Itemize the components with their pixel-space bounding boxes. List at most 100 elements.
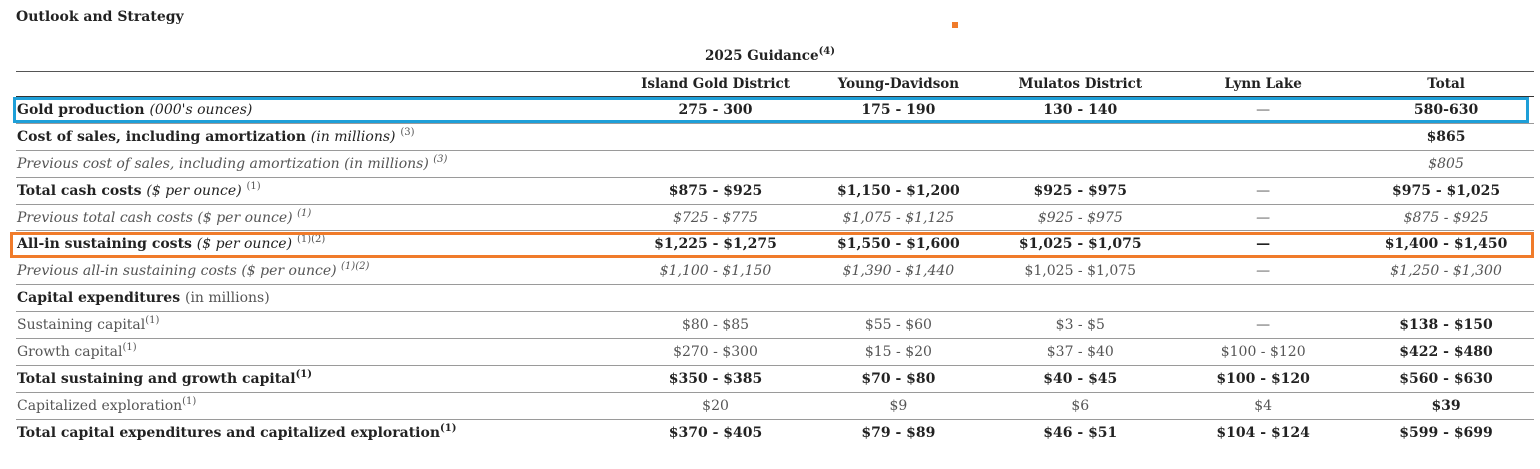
row-label: Capital expenditures (in millions): [16, 290, 627, 306]
row-unit: ($ per ounce): [196, 236, 293, 253]
row-unit: (000's ounces): [149, 101, 253, 118]
cell: $39: [1431, 397, 1461, 414]
row-label: Growth capital(1): [16, 341, 627, 360]
cell: $1,225 - $1,275: [654, 236, 777, 253]
table-row-gold-production: Gold production (000's ounces) 275 - 300…: [16, 97, 1534, 124]
table-row-total-capex: Total capital expenditures and capitaliz…: [16, 420, 1534, 447]
row-note: (1): [297, 207, 312, 219]
row-note: (1)(2): [341, 261, 370, 273]
row-note: (1): [295, 368, 312, 380]
row-label-text: Capitalized exploration: [17, 397, 183, 414]
row-note: (1)(2): [296, 234, 326, 246]
row-unit: (in millions): [184, 290, 270, 307]
table-row-capex-heading: Capital expenditures (in millions): [16, 285, 1534, 313]
col-header-young-davidson: Young-Davidson: [837, 76, 960, 92]
cell: 130 - 140: [1043, 101, 1118, 118]
cell: $925 - $975: [1033, 182, 1128, 199]
cell: $80 - $85: [681, 317, 750, 334]
cell: —: [1256, 236, 1271, 253]
cell: $100 - $120: [1216, 370, 1310, 387]
cell: $1,025 - $1,075: [1024, 263, 1137, 280]
table-row-prev-total-cash-costs: Previous total cash costs ($ per ounce) …: [16, 205, 1534, 232]
table-row-total-sustaining-growth: Total sustaining and growth capital(1) $…: [16, 366, 1534, 393]
table-row-prev-aisc: Previous all-in sustaining costs ($ per …: [16, 258, 1534, 286]
cell: $46 - $51: [1043, 425, 1118, 442]
cell: $875 - $925: [668, 182, 763, 199]
row-label-text: Gold production: [17, 101, 145, 118]
table-row-total-cash-costs: Total cash costs ($ per ounce) (1) $875 …: [16, 178, 1534, 205]
cell: $70 - $80: [861, 370, 936, 387]
cell: $40 - $45: [1043, 370, 1118, 387]
row-label: Previous cost of sales, including amorti…: [16, 153, 627, 172]
cell: 275 - 300: [678, 101, 753, 118]
cell: $1,550 - $1,600: [837, 236, 960, 253]
col-header-total: Total: [1427, 76, 1465, 92]
row-note: (1): [122, 341, 137, 353]
row-note: (1): [182, 395, 197, 407]
row-label-text: Sustaining capital: [17, 317, 146, 334]
cell: $100 - $120: [1220, 343, 1306, 360]
cell: —: [1256, 209, 1271, 226]
cell: $925 - $975: [1037, 209, 1123, 226]
row-note: (3): [400, 126, 415, 138]
row-note: (1): [440, 423, 457, 435]
guidance-heading: 2025 Guidance(4): [620, 46, 920, 65]
row-label-text: Total cash costs: [17, 182, 142, 199]
cell: $350 - $385: [668, 370, 763, 387]
cell: —: [1256, 182, 1271, 199]
cell: $875 - $925: [1403, 209, 1489, 226]
row-label: Sustaining capital(1): [16, 315, 627, 334]
cell: $560 - $630: [1399, 370, 1493, 387]
table-header-row: Island Gold District Young-Davidson Mula…: [16, 72, 1534, 97]
cell: $1,075 - $1,125: [842, 209, 955, 226]
cell: $6: [1071, 397, 1090, 414]
col-header-mulatos: Mulatos District: [1018, 76, 1143, 92]
cell: $1,150 - $1,200: [837, 182, 960, 199]
cell: 580-630: [1413, 101, 1479, 118]
cell: —: [1256, 317, 1271, 334]
row-label-text: Previous cost of sales, including amorti…: [17, 155, 429, 172]
header-rule: [16, 71, 1534, 72]
cell: $725 - $775: [673, 209, 758, 226]
cell: 175 - 190: [861, 101, 936, 118]
cell: $805: [1428, 155, 1464, 172]
row-label: Previous all-in sustaining costs ($ per …: [16, 261, 627, 280]
cell: $79 - $89: [861, 425, 936, 442]
cell: —: [1256, 263, 1271, 280]
table-row-growth-capital: Growth capital(1) $270 - $300 $15 - $20 …: [16, 339, 1534, 366]
row-label: Gold production (000's ounces): [16, 102, 627, 118]
table-row-cost-of-sales: Cost of sales, including amortization (i…: [16, 124, 1534, 151]
row-label: Total sustaining and growth capital(1): [16, 368, 627, 387]
page-title: Outlook and Strategy: [16, 9, 184, 25]
guidance-table: Island Gold District Young-Davidson Mula…: [16, 72, 1534, 447]
cell: $599 - $699: [1399, 425, 1493, 442]
cell: $37 - $40: [1046, 343, 1114, 360]
row-label: Total capital expenditures and capitaliz…: [16, 423, 627, 442]
cell: —: [1256, 101, 1271, 118]
table-row-prev-cost-of-sales: Previous cost of sales, including amorti…: [16, 151, 1534, 178]
row-label: Previous total cash costs ($ per ounce) …: [16, 207, 627, 226]
guidance-note: (4): [818, 46, 835, 57]
row-label-text: Total capital expenditures and capitaliz…: [17, 425, 440, 442]
row-label-text: Previous all-in sustaining costs ($ per …: [17, 263, 337, 280]
cell: $370 - $405: [668, 425, 763, 442]
col-header-island-gold: Island Gold District: [641, 76, 790, 92]
cell: $1,400 - $1,450: [1384, 236, 1508, 253]
cell: $975 - $1,025: [1392, 182, 1501, 199]
cell: $138 - $150: [1399, 317, 1493, 334]
cell: $4: [1254, 397, 1273, 414]
table-row-sustaining-capital: Sustaining capital(1) $80 - $85 $55 - $6…: [16, 312, 1534, 340]
row-note: (1): [246, 180, 261, 192]
cell: $1,390 - $1,440: [842, 263, 955, 280]
guidance-label: 2025 Guidance: [705, 48, 819, 64]
row-label: Cost of sales, including amortization (i…: [16, 126, 627, 145]
table-row-aisc: All-in sustaining costs ($ per ounce) (1…: [16, 231, 1534, 259]
row-label: Capitalized exploration(1): [16, 395, 627, 414]
row-note: (3): [433, 153, 448, 165]
row-label-text: Capital expenditures: [17, 290, 181, 307]
row-unit: (in millions): [310, 128, 396, 145]
cell: $104 - $124: [1216, 425, 1310, 442]
row-note: (1): [145, 315, 160, 327]
row-label-text: All-in sustaining costs: [17, 236, 192, 253]
cell: $270 - $300: [673, 343, 758, 360]
